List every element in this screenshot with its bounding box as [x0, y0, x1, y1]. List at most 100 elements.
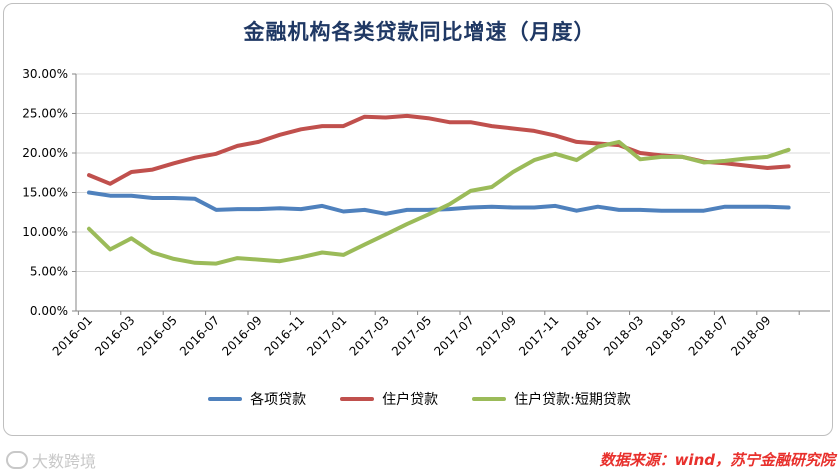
data-point	[406, 209, 408, 211]
data-point	[427, 209, 429, 211]
data-point	[470, 121, 472, 123]
data-point	[788, 207, 790, 208]
axes	[72, 73, 830, 315]
x-tick-label: 2016-01	[50, 313, 95, 358]
data-point	[236, 208, 238, 210]
data-point	[342, 254, 344, 256]
data-point	[766, 206, 768, 208]
data-point	[660, 156, 662, 158]
series-line	[87, 139, 791, 266]
data-point	[109, 183, 111, 185]
data-point	[639, 152, 641, 154]
data-point	[639, 158, 641, 160]
data-point	[342, 125, 344, 127]
data-point	[385, 117, 387, 118]
data-point	[724, 162, 726, 164]
y-tick-label: 25.00%	[22, 107, 68, 121]
data-point	[279, 207, 281, 209]
x-tick-label: 2017-03	[347, 313, 392, 358]
gridlines	[76, 73, 830, 272]
data-point	[194, 157, 196, 159]
data-point	[554, 135, 556, 137]
data-point	[745, 158, 747, 159]
data-point	[491, 206, 493, 208]
data-point	[554, 153, 556, 155]
data-point	[152, 197, 154, 199]
data-point	[597, 206, 599, 208]
data-point	[152, 169, 154, 171]
data-point	[194, 262, 196, 264]
y-tick-label: 20.00%	[22, 146, 68, 160]
data-point	[215, 209, 217, 211]
data-point	[321, 205, 323, 207]
data-point	[745, 165, 747, 167]
data-point	[130, 237, 132, 239]
legend-label: 住户贷款	[382, 392, 439, 408]
x-tick-label: 2016-11	[262, 313, 307, 358]
data-point	[491, 125, 493, 127]
data-point	[364, 116, 366, 118]
data-point	[364, 209, 366, 211]
data-point	[448, 121, 450, 123]
legend-item-series-1: 住户贷款	[340, 389, 438, 409]
data-point	[512, 207, 514, 208]
data-point	[682, 156, 684, 158]
legend-swatch	[340, 397, 375, 401]
legend-swatch	[208, 397, 243, 401]
data-point	[470, 207, 472, 208]
data-point	[533, 207, 535, 208]
data-point	[194, 198, 196, 200]
y-tick-label: 5.00%	[30, 265, 68, 279]
data-point	[724, 206, 726, 208]
data-point	[618, 144, 620, 146]
x-tick-labels: 2016-012016-032016-052016-072016-092016-…	[50, 313, 774, 358]
data-point	[554, 205, 556, 207]
data-point	[236, 257, 238, 259]
data-point	[109, 248, 111, 250]
data-point	[173, 258, 175, 260]
data-point	[130, 171, 132, 173]
watermark: 大数跨境	[6, 448, 96, 472]
data-point	[321, 125, 323, 127]
data-point	[618, 141, 620, 143]
data-point	[448, 203, 450, 205]
legend: 各项贷款 住户贷款 住户贷款:短期贷款	[0, 389, 839, 409]
y-tick-label: 0.00%	[30, 304, 68, 318]
data-point	[215, 153, 217, 155]
x-tick-label: 2017-01	[304, 313, 349, 358]
data-point	[88, 174, 90, 176]
data-point	[152, 252, 154, 253]
data-point	[533, 130, 535, 132]
data-point	[788, 165, 790, 167]
data-point	[788, 149, 790, 151]
data-point	[766, 156, 768, 158]
data-point	[745, 206, 747, 208]
x-tick-label: 2017-09	[474, 313, 519, 358]
y-tick-label: 15.00%	[22, 186, 68, 200]
data-point	[470, 190, 472, 192]
data-point	[576, 141, 578, 143]
x-tick-label: 2016-03	[92, 313, 137, 358]
data-point	[364, 244, 366, 246]
data-point	[724, 160, 726, 162]
data-point	[88, 192, 90, 193]
data-point	[682, 210, 684, 212]
legend-label: 住户贷款:短期贷款	[514, 392, 631, 408]
watermark-logo-icon	[6, 451, 28, 469]
x-tick-label: 2018-05	[643, 313, 688, 358]
y-tick-label: 10.00%	[22, 225, 68, 239]
data-point	[533, 159, 535, 161]
data-point	[576, 159, 578, 161]
data-point	[173, 162, 175, 164]
source-note: 数据来源：wind，苏宁金融研究院	[599, 451, 835, 469]
data-point	[215, 263, 217, 265]
x-tick-label: 2016-07	[177, 313, 222, 358]
legend-item-series-0: 各项贷款	[208, 389, 306, 409]
data-point	[618, 209, 620, 211]
x-tick-label: 2017-11	[516, 313, 561, 358]
data-point	[427, 214, 429, 216]
data-point	[512, 128, 514, 129]
data-point	[766, 167, 768, 169]
x-tick-label: 2017-07	[431, 313, 476, 358]
